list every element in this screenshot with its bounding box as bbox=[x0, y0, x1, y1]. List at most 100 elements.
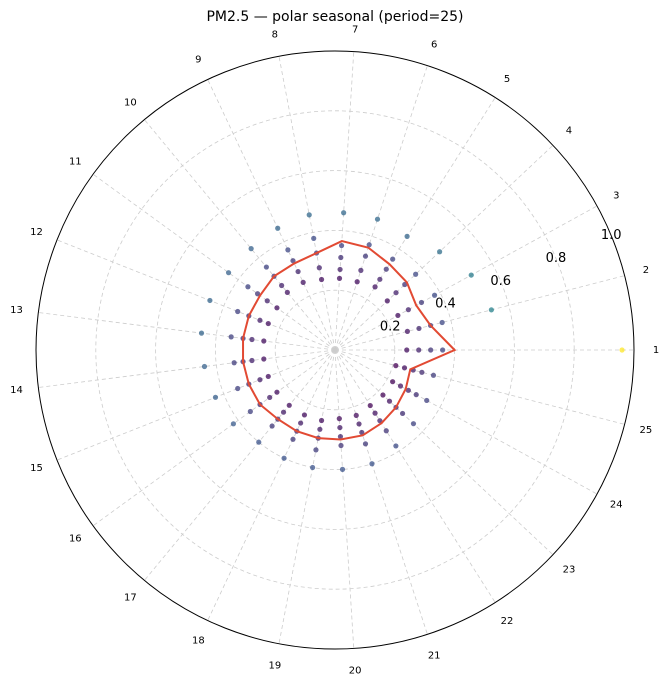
point bbox=[317, 426, 323, 432]
point bbox=[354, 279, 360, 285]
angle-label: 7 bbox=[352, 25, 358, 36]
spoke bbox=[334, 65, 428, 351]
point bbox=[413, 392, 419, 398]
point bbox=[405, 387, 411, 393]
angle-label: 25 bbox=[640, 425, 653, 436]
angle-label: 11 bbox=[69, 156, 82, 167]
point bbox=[247, 408, 253, 415]
angle-label: 23 bbox=[563, 565, 576, 576]
point bbox=[264, 298, 270, 304]
point bbox=[431, 292, 438, 298]
point bbox=[430, 372, 437, 378]
grid-ring bbox=[155, 170, 515, 530]
point bbox=[390, 256, 396, 262]
spoke bbox=[334, 349, 428, 635]
spoke bbox=[144, 349, 336, 581]
point bbox=[256, 439, 262, 445]
point bbox=[395, 312, 401, 319]
point bbox=[245, 284, 251, 290]
point bbox=[295, 268, 301, 275]
point bbox=[338, 254, 344, 261]
point bbox=[284, 289, 290, 296]
point bbox=[341, 210, 347, 216]
point bbox=[359, 429, 365, 436]
point bbox=[410, 421, 417, 427]
point bbox=[230, 421, 237, 427]
point bbox=[309, 464, 316, 471]
point bbox=[390, 379, 396, 385]
angle-label: 10 bbox=[124, 98, 137, 109]
spoke bbox=[334, 349, 625, 425]
spoke bbox=[334, 205, 598, 351]
point bbox=[339, 466, 346, 472]
angle-label: 12 bbox=[30, 227, 43, 238]
point bbox=[337, 424, 343, 431]
chart-title: PM2.5 — polar seasonal (period=25) bbox=[206, 9, 463, 25]
angle-label: 5 bbox=[504, 74, 510, 85]
point bbox=[318, 276, 325, 283]
point bbox=[285, 247, 291, 253]
point bbox=[377, 418, 383, 424]
point bbox=[468, 272, 474, 278]
point bbox=[263, 264, 269, 270]
point bbox=[353, 412, 359, 419]
point bbox=[338, 442, 344, 449]
point bbox=[275, 225, 281, 231]
point bbox=[367, 402, 373, 409]
point bbox=[393, 363, 399, 369]
point bbox=[261, 338, 267, 344]
point bbox=[201, 363, 208, 370]
point bbox=[393, 290, 399, 296]
spoke bbox=[207, 349, 336, 621]
angle-label: 2 bbox=[643, 265, 649, 276]
point bbox=[393, 443, 399, 449]
angle-label: 8 bbox=[272, 30, 278, 41]
point bbox=[311, 235, 317, 241]
point bbox=[362, 253, 369, 259]
point bbox=[248, 246, 254, 252]
grid-ring bbox=[274, 289, 396, 411]
line bbox=[242, 240, 457, 441]
point bbox=[254, 291, 261, 297]
point bbox=[440, 347, 446, 353]
spoke bbox=[38, 312, 336, 351]
angle-label: 17 bbox=[124, 592, 137, 603]
spoke bbox=[144, 119, 336, 351]
spoke bbox=[334, 51, 355, 351]
point bbox=[404, 328, 411, 335]
point bbox=[380, 392, 386, 398]
point bbox=[286, 402, 292, 408]
spoke bbox=[334, 349, 496, 603]
point bbox=[619, 347, 625, 353]
point bbox=[413, 271, 419, 277]
point bbox=[399, 410, 406, 417]
point bbox=[374, 216, 381, 222]
point bbox=[316, 265, 322, 271]
angle-label: 15 bbox=[30, 463, 43, 474]
point bbox=[228, 334, 234, 340]
angle-label: 4 bbox=[566, 125, 572, 136]
spoke bbox=[334, 145, 554, 351]
spoke bbox=[92, 349, 336, 527]
r-tick-label: 0.6 bbox=[490, 274, 511, 289]
point bbox=[377, 276, 383, 282]
point bbox=[488, 307, 494, 313]
point bbox=[424, 397, 430, 404]
point bbox=[336, 416, 342, 422]
point bbox=[336, 275, 343, 281]
point bbox=[401, 365, 408, 371]
point bbox=[384, 298, 390, 304]
point bbox=[337, 266, 343, 273]
point bbox=[402, 281, 408, 288]
point bbox=[249, 357, 255, 364]
angle-label: 22 bbox=[501, 616, 514, 627]
point bbox=[281, 455, 287, 461]
point bbox=[404, 347, 410, 353]
point bbox=[225, 270, 232, 276]
point bbox=[397, 383, 404, 389]
spoke bbox=[334, 349, 355, 649]
r-tick-label: 0.2 bbox=[380, 320, 401, 335]
angle-label: 16 bbox=[69, 534, 82, 545]
point bbox=[358, 267, 364, 273]
point bbox=[290, 436, 296, 442]
